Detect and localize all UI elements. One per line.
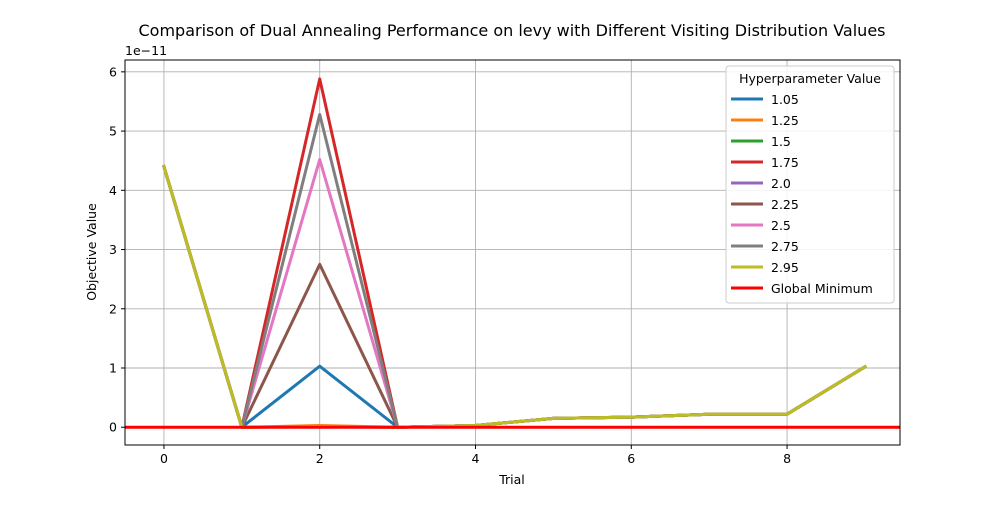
legend-label: 1.75 xyxy=(771,155,799,170)
x-tick-label: 8 xyxy=(783,451,791,466)
plot-frame xyxy=(124,59,901,446)
legend-items: 1.05 1.25 1.5 1.75 2.0 2.25 2.5 2.75 2.95 Global … xyxy=(731,92,873,296)
chart-title: Comparison of Dual Annealing Performance… xyxy=(139,21,886,40)
legend-label: 1.5 xyxy=(771,134,791,149)
x-tick-label: 2 xyxy=(316,451,324,466)
y-tick-label: 1 xyxy=(109,361,117,376)
legend-label: 2.75 xyxy=(771,239,799,254)
legend-box xyxy=(725,65,895,304)
legend-label: 2.95 xyxy=(771,260,799,275)
y-multiplier-label: 1e−11 xyxy=(125,43,167,58)
legend-label: 1.05 xyxy=(771,92,799,107)
y-axis-ticks: 0 1 2 3 4 5 6 xyxy=(109,64,125,435)
y-axis-label: Objective Value xyxy=(84,203,99,301)
legend-label: 2.0 xyxy=(771,176,791,191)
y-tick-label: 6 xyxy=(109,64,117,79)
legend-label: Global Minimum xyxy=(771,281,873,296)
x-axis-ticks: 0 2 4 6 8 xyxy=(160,445,791,466)
legend-label: 1.25 xyxy=(771,113,799,128)
legend-label: 2.25 xyxy=(771,197,799,212)
x-axis-label: Trial xyxy=(498,472,525,487)
y-tick-label: 0 xyxy=(109,420,117,435)
legend-label: 2.5 xyxy=(771,218,791,233)
x-tick-label: 0 xyxy=(160,451,168,466)
y-tick-label: 5 xyxy=(109,124,117,139)
legend-title: Hyperparameter Value xyxy=(739,71,881,86)
y-tick-label: 4 xyxy=(109,183,117,198)
y-tick-label: 2 xyxy=(109,301,117,316)
x-tick-label: 6 xyxy=(627,451,635,466)
x-tick-label: 4 xyxy=(472,451,480,466)
legend: Hyperparameter Value 1.05 1.25 1.5 1.75 2.0 2… xyxy=(725,65,895,304)
y-tick-label: 3 xyxy=(109,242,117,257)
